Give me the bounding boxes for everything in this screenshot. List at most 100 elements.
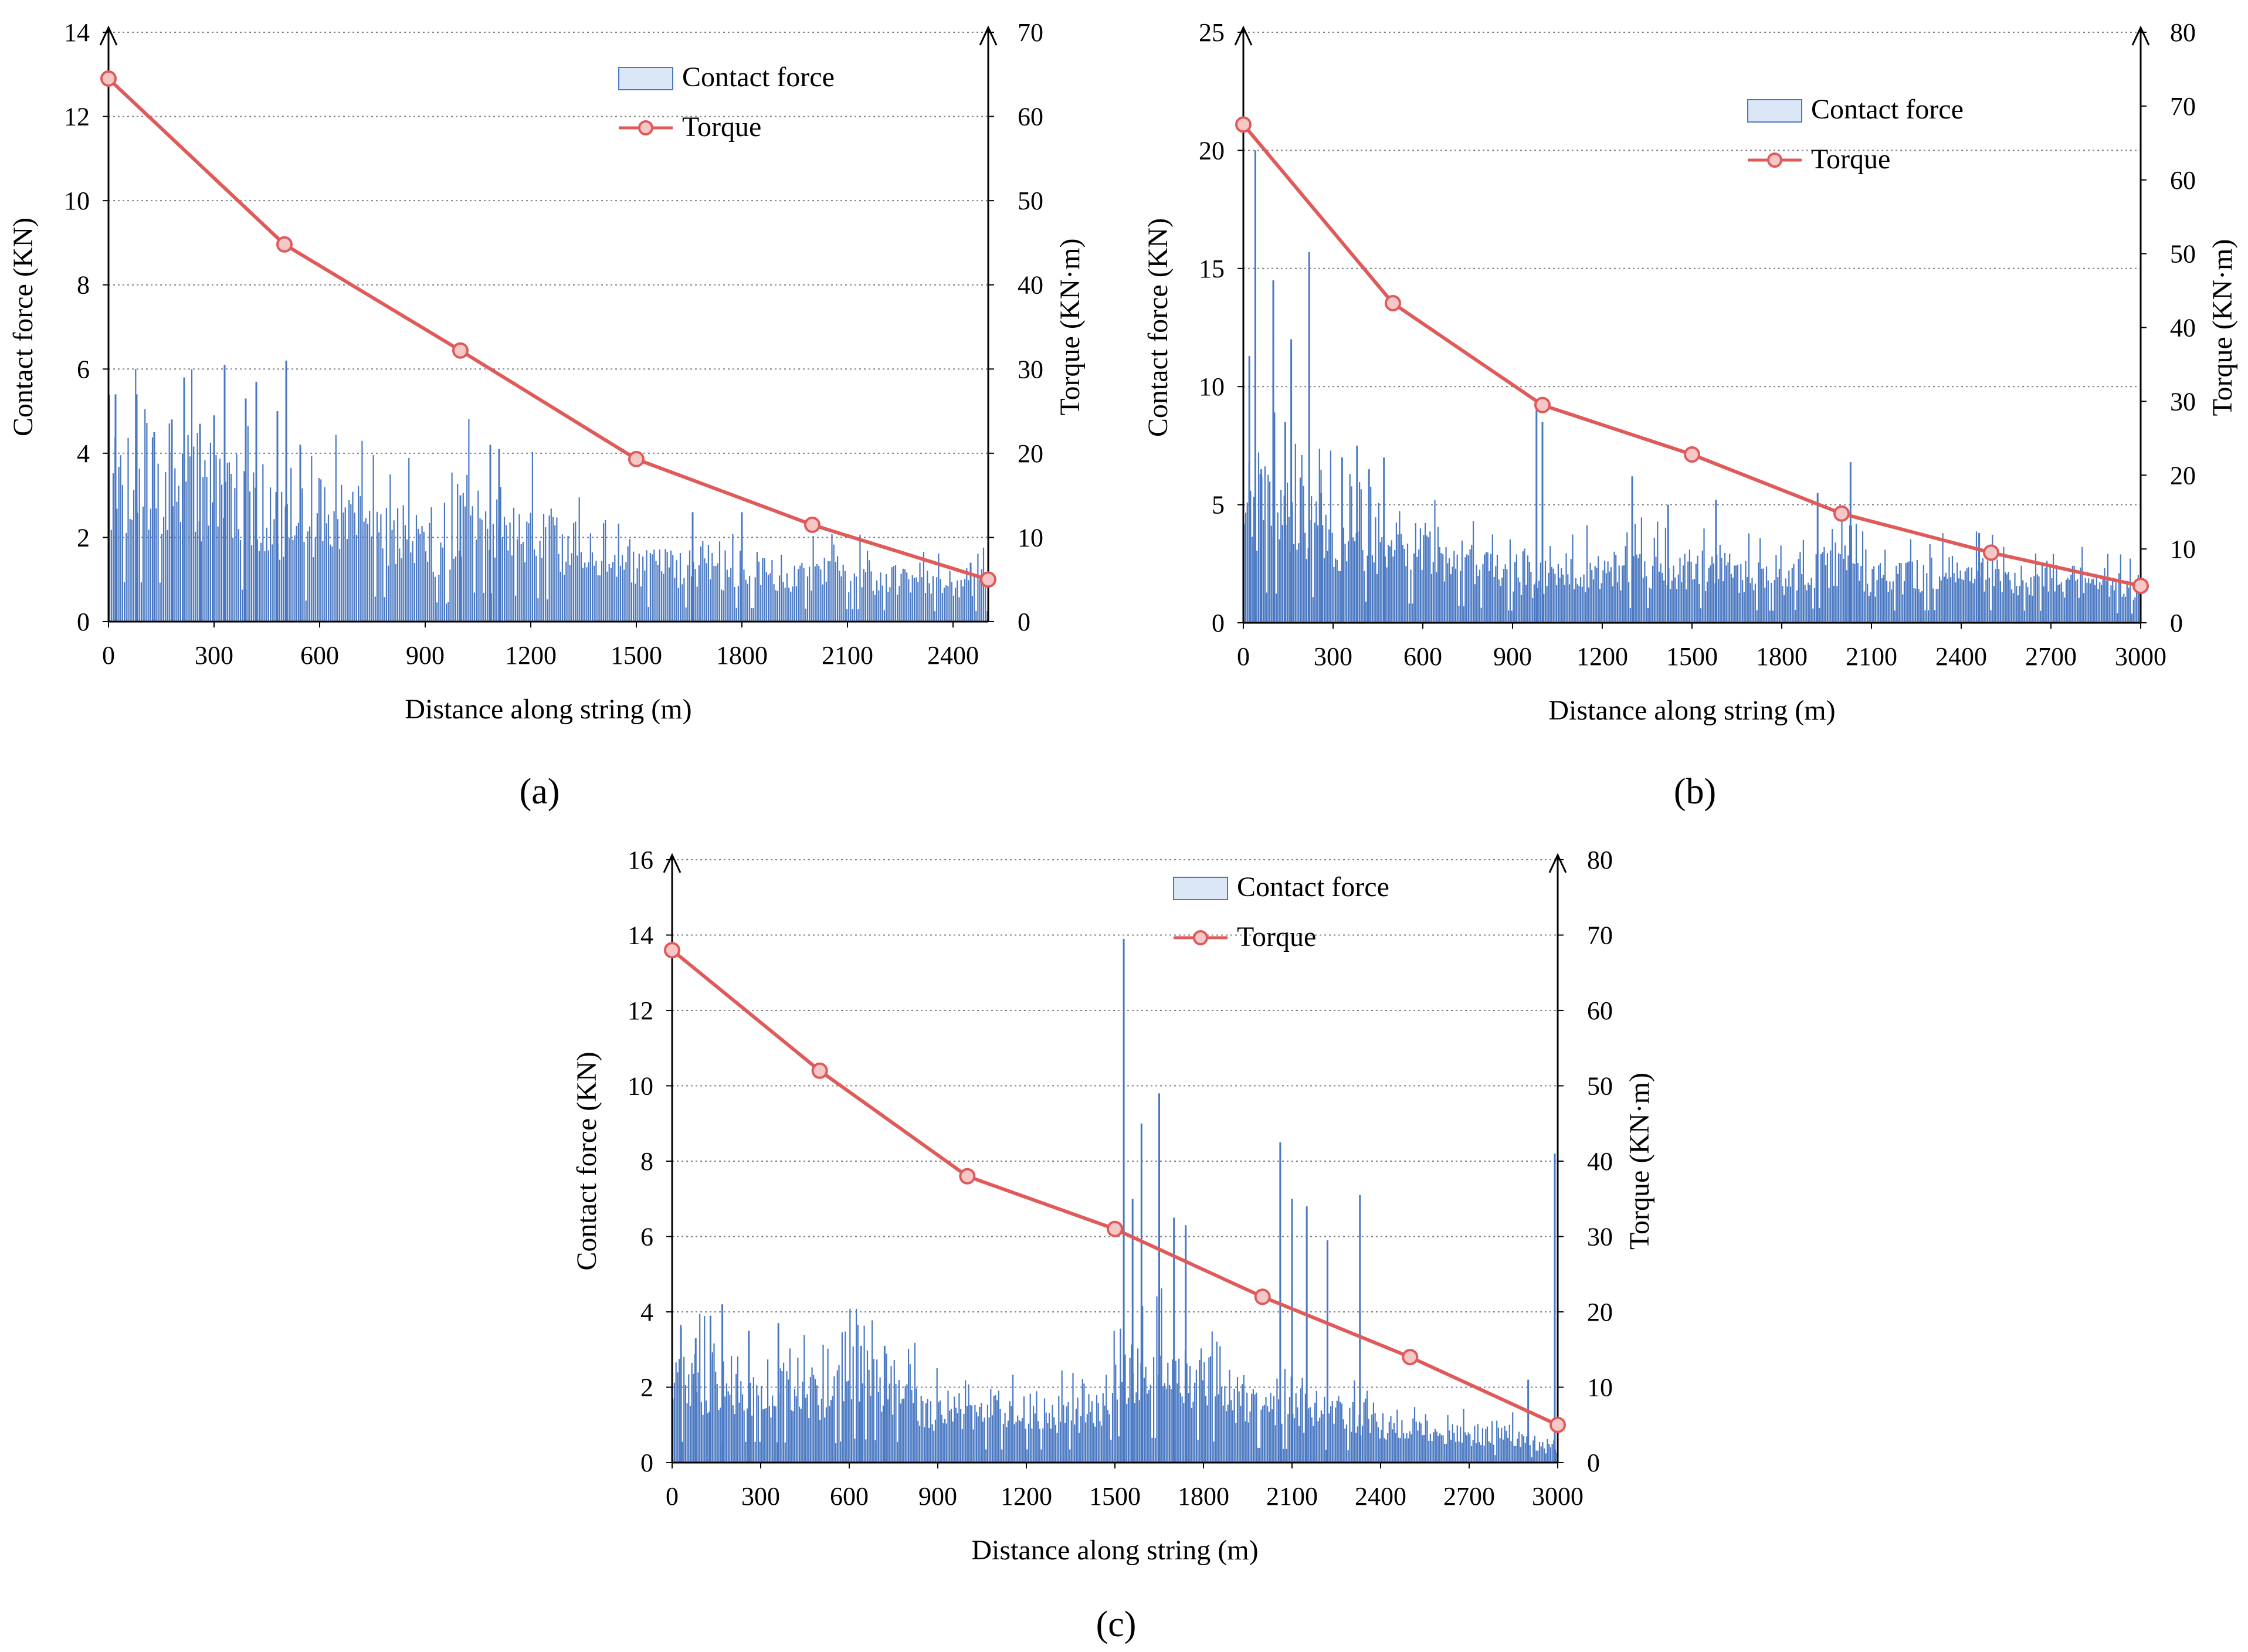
x-axis-title: Distance along string (m) — [1548, 695, 1835, 726]
x-tick-label: 1200 — [1576, 642, 1628, 671]
x-tick-label: 2400 — [1355, 1482, 1406, 1511]
y-tick-label: 10 — [64, 186, 90, 215]
torque-point — [959, 1168, 976, 1185]
y2-tick-label: 0 — [2170, 609, 2183, 637]
y-tick-label: 20 — [1199, 136, 1225, 165]
y-tick-label: 2 — [77, 523, 90, 552]
x-tick-label: 900 — [406, 641, 445, 670]
torque-point — [811, 1062, 828, 1079]
x-tick-label: 1800 — [1756, 642, 1808, 671]
y-axis-title: Contact force (KN) — [1142, 218, 1174, 437]
y2-tick-label: 70 — [1018, 18, 1043, 47]
y2-tick-label: 60 — [1018, 103, 1043, 131]
torque-point — [100, 70, 117, 87]
y-tick-label: 2 — [640, 1373, 653, 1402]
x-tick-label: 2100 — [1266, 1482, 1318, 1511]
torque-line — [1242, 123, 2141, 588]
y-axis-title: Contact force (KN) — [571, 1051, 602, 1270]
y2-tick-label: 20 — [2170, 461, 2196, 490]
x-axis-title: Distance along string (m) — [971, 1535, 1258, 1566]
chart-b: 0 300 600 900 1200 1500 1800 2100 2400 2700 300005… — [1142, 18, 2238, 726]
y-tick-label: 0 — [1212, 609, 1225, 637]
y2-tick-label: 10 — [2170, 535, 2196, 564]
y2-tick-label: 30 — [2170, 387, 2196, 416]
x-tick-label: 2700 — [2025, 642, 2077, 671]
y2-tick-label: 40 — [1018, 271, 1043, 300]
torque-point — [628, 450, 645, 467]
y2-tick-label: 80 — [1587, 846, 1613, 874]
x-tick-label: 0 — [666, 1482, 679, 1511]
x-tick-label: 2400 — [1935, 642, 1987, 671]
y2-axis-title: Torque (KN·m) — [2207, 239, 2238, 416]
y2-tick-label: 10 — [1018, 523, 1043, 552]
torque-point — [1107, 1220, 1123, 1237]
x-tick-label: 600 — [300, 641, 339, 670]
x-tick-label: 2100 — [822, 641, 873, 670]
torque-point — [804, 516, 820, 533]
y-tick-label: 4 — [77, 439, 90, 468]
torque-point — [1983, 544, 1999, 561]
x-tick-label: 600 — [1403, 642, 1442, 671]
torque-line — [671, 948, 1559, 1427]
y-tick-label: 25 — [1199, 18, 1225, 47]
contact-force-bars — [672, 938, 1558, 1463]
x-tick-label: 1200 — [1001, 1482, 1052, 1511]
legend-label-torque: Torque — [1237, 921, 1316, 952]
y2-tick-label: 20 — [1018, 439, 1043, 468]
y-tick-label: 4 — [640, 1298, 653, 1327]
x-tick-label: 3000 — [2115, 642, 2166, 671]
y2-tick-label: 60 — [1587, 996, 1613, 1025]
torque-point — [1402, 1349, 1419, 1366]
y-tick-label: 6 — [77, 355, 90, 384]
y-tick-label: 15 — [1199, 255, 1225, 283]
x-tick-label: 3000 — [1532, 1482, 1584, 1511]
legend-swatch-contact-force — [1173, 877, 1228, 900]
torque-point — [1235, 116, 1252, 133]
legend-label-contact-force: Contact force — [1811, 94, 1964, 125]
y-axis-left-arrow — [99, 25, 118, 46]
x-tick-label: 300 — [1314, 642, 1352, 671]
legend: Contact force Torque — [1173, 871, 1389, 952]
torque-point — [1549, 1416, 1566, 1433]
chart-a: 0 300 600 900 1200 1500 1800 2100 24000246810121… — [8, 18, 1086, 725]
x-tick-label: 900 — [918, 1482, 957, 1511]
y-tick-label: 5 — [1212, 491, 1225, 520]
x-tick-label: 300 — [195, 641, 233, 670]
y2-tick-label: 80 — [2170, 18, 2196, 47]
x-tick-label: 2700 — [1443, 1482, 1495, 1511]
torque-point — [2132, 578, 2149, 595]
legend-label-contact-force: Contact force — [682, 62, 835, 93]
y-tick-label: 14 — [628, 921, 653, 950]
y2-tick-label: 30 — [1587, 1223, 1613, 1251]
x-tick-label: 1500 — [1089, 1482, 1141, 1511]
legend-swatch-torque-marker — [638, 120, 653, 135]
x-tick-label: 2400 — [927, 641, 979, 670]
torque-point — [1684, 446, 1700, 463]
torque-point — [452, 342, 469, 359]
torque-point — [980, 571, 996, 588]
x-tick-label: 300 — [741, 1482, 780, 1511]
y-tick-label: 16 — [628, 846, 653, 874]
legend-label-torque: Torque — [1811, 144, 1890, 175]
torque-point — [1254, 1288, 1271, 1305]
x-tick-label: 1800 — [716, 641, 768, 670]
x-tick-label: 900 — [1493, 642, 1532, 671]
x-tick-label: 1500 — [1666, 642, 1718, 671]
y2-tick-label: 70 — [2170, 92, 2196, 121]
x-tick-label: 600 — [830, 1482, 869, 1511]
panel-label-c: (c) — [1096, 1604, 1137, 1644]
y-tick-label: 10 — [1199, 372, 1225, 401]
y-axis-right-arrow — [979, 25, 998, 46]
torque-point — [1534, 396, 1551, 413]
torque-point — [276, 236, 293, 253]
y-tick-label: 8 — [640, 1147, 653, 1176]
torque-line — [107, 77, 989, 582]
y-axis-left-arrow — [663, 853, 681, 873]
legend-label-contact-force: Contact force — [1237, 871, 1389, 903]
contact-force-bars — [108, 360, 988, 622]
legend-swatch-torque-marker — [1193, 930, 1208, 945]
torque-point — [1385, 294, 1401, 311]
legend-swatch-contact-force — [618, 67, 673, 90]
panel-label-b: (b) — [1674, 772, 1716, 812]
